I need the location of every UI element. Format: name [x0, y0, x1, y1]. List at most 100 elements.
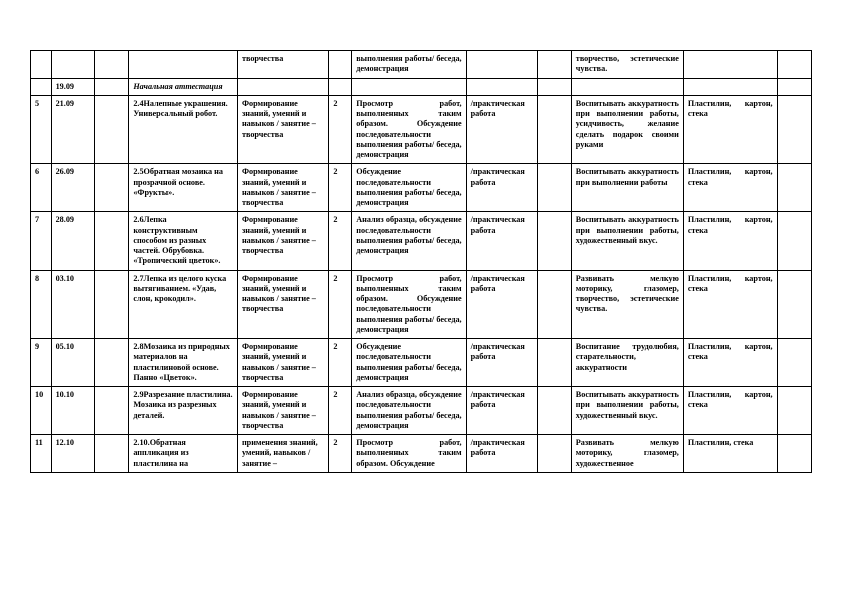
table-cell: Воспитывать аккуратность при выполнении … [571, 95, 683, 164]
table-cell: Развивать мелкую моторику, глазомер, худ… [571, 435, 683, 473]
table-cell: Пластилин, картон, стека [683, 95, 777, 164]
table-cell: Развивать мелкую моторику, глазомер, тво… [571, 270, 683, 339]
table-row: 1112.10 2.10.Обратная аппликация из пласт… [31, 435, 812, 473]
table-cell [777, 435, 811, 473]
table-cell [95, 212, 129, 270]
table-cell: 2 [329, 95, 352, 164]
table-cell: Пластилин, картон, стека [683, 270, 777, 339]
table-cell: Воспитание трудолюбия, старательности, а… [571, 339, 683, 387]
table-cell: 2.10.Обратная аппликация из пластилина н… [129, 435, 238, 473]
table-cell [466, 78, 537, 95]
table-cell: 12.10 [51, 435, 94, 473]
table-cell [571, 78, 683, 95]
table-row: 905.102.8Мозаика из природных материалов… [31, 339, 812, 387]
table-cell: Начальная аттестация [129, 78, 238, 95]
table-cell [129, 51, 238, 79]
table-cell [537, 339, 571, 387]
table-row: 728.092.6Лепка конструктивным способом и… [31, 212, 812, 270]
table-cell [777, 95, 811, 164]
table-cell: 2.6Лепка конструктивным способом из разн… [129, 212, 238, 270]
table-cell [95, 435, 129, 473]
table-cell [777, 387, 811, 435]
table-cell [777, 270, 811, 339]
table-cell [237, 78, 328, 95]
table-cell [95, 95, 129, 164]
table-cell: Формирование знаний, умений и навыков / … [237, 95, 328, 164]
table-cell: Анализ образца, обсуждение последователь… [352, 212, 466, 270]
table-cell: Воспитывать аккуратность при выполнении … [571, 164, 683, 212]
table-cell: Обсуждение последовательности выполнения… [352, 164, 466, 212]
table-cell: /практическая работа [466, 270, 537, 339]
table-cell: Просмотр работ, выполненных таким образо… [352, 95, 466, 164]
table-cell: 7 [31, 212, 52, 270]
table-cell: выполнения работы/ беседа, демонстрация [352, 51, 466, 79]
table-cell [329, 51, 352, 79]
lesson-plan-table: творчества выполнения работы/ беседа, дем… [30, 50, 812, 473]
table-cell: 2 [329, 164, 352, 212]
table-cell: Формирование знаний, умений и навыков / … [237, 270, 328, 339]
table-cell: 21.09 [51, 95, 94, 164]
table-cell: Формирование знаний, умений и навыков / … [237, 212, 328, 270]
table-cell: 10.10 [51, 387, 94, 435]
table-cell: 10 [31, 387, 52, 435]
table-cell [537, 270, 571, 339]
table-cell [95, 387, 129, 435]
table-cell [95, 78, 129, 95]
table-cell: 2 [329, 212, 352, 270]
table-cell: творчества [237, 51, 328, 79]
table-cell [777, 212, 811, 270]
table-cell [777, 164, 811, 212]
table-cell: Пластилин, стека [683, 435, 777, 473]
table-cell [777, 339, 811, 387]
table-cell: 26.09 [51, 164, 94, 212]
table-cell: творчество, эстетические чувства. [571, 51, 683, 79]
table-cell [777, 51, 811, 79]
table-cell: Формирование знаний, умений и навыков / … [237, 387, 328, 435]
table-cell [95, 339, 129, 387]
table-cell: Пластилин, картон, стека [683, 212, 777, 270]
table-cell: Воспитывать аккуратность при выполнении … [571, 212, 683, 270]
table-cell: Воспитывать аккуратность при выполнении … [571, 387, 683, 435]
table-cell [537, 212, 571, 270]
table-cell: Пластилин, картон, стека [683, 164, 777, 212]
table-cell [537, 435, 571, 473]
table-cell [31, 78, 52, 95]
table-cell [352, 78, 466, 95]
table-cell [683, 78, 777, 95]
table-cell: 2 [329, 435, 352, 473]
table-cell: 2.8Мозаика из природных материалов на пл… [129, 339, 238, 387]
table-body: творчества выполнения работы/ беседа, дем… [31, 51, 812, 473]
document-page: творчества выполнения работы/ беседа, дем… [0, 0, 842, 503]
table-cell: 2.4Налепные украшения. Универсальный роб… [129, 95, 238, 164]
table-cell [329, 78, 352, 95]
table-row: творчества выполнения работы/ беседа, дем… [31, 51, 812, 79]
table-cell: 19.09 [51, 78, 94, 95]
table-cell [777, 78, 811, 95]
table-cell: 11 [31, 435, 52, 473]
table-cell: /практическая работа [466, 95, 537, 164]
table-cell: /практическая работа [466, 212, 537, 270]
table-cell [31, 51, 52, 79]
table-cell: /практическая работа [466, 164, 537, 212]
table-cell [537, 78, 571, 95]
table-cell: 6 [31, 164, 52, 212]
table-cell [683, 51, 777, 79]
table-cell: 5 [31, 95, 52, 164]
table-cell: 2.7Лепка из целого куска вытягиванием. «… [129, 270, 238, 339]
table-cell: Просмотр работ, выполненных таким образо… [352, 435, 466, 473]
table-cell: 2 [329, 339, 352, 387]
table-cell: Обсуждение последовательности выполнения… [352, 339, 466, 387]
table-row: 803.102.7Лепка из целого куска вытягиван… [31, 270, 812, 339]
table-cell [537, 387, 571, 435]
table-row: 521.09 2.4Налепные украшения. Универсальн… [31, 95, 812, 164]
table-cell: 03.10 [51, 270, 94, 339]
table-cell: Пластилин, картон, стека [683, 387, 777, 435]
table-cell: Просмотр работ, выполненных таким образо… [352, 270, 466, 339]
table-row: 1010.10 2.9Разрезание пластилина. Мозаика… [31, 387, 812, 435]
table-cell [537, 95, 571, 164]
table-cell: /практическая работа [466, 387, 537, 435]
table-cell: 2.9Разрезание пластилина. Мозаика из раз… [129, 387, 238, 435]
table-cell [95, 270, 129, 339]
table-cell [95, 164, 129, 212]
table-cell: Формирование знаний, умений и навыков / … [237, 164, 328, 212]
